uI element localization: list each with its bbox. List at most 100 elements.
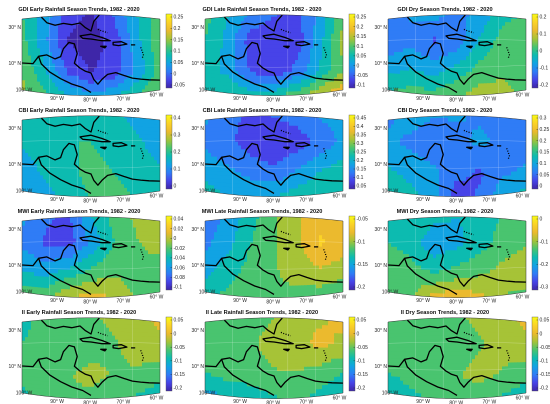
field-cell	[208, 115, 212, 118]
field-cell	[97, 40, 101, 45]
field-cell	[91, 72, 95, 77]
field-cell	[292, 95, 296, 96]
field-cell	[262, 24, 266, 30]
field-cell	[493, 14, 497, 19]
field-cell	[271, 64, 275, 69]
field-cell	[100, 60, 104, 65]
field-cell	[67, 83, 71, 88]
field-cell	[487, 71, 491, 77]
field-cell	[34, 44, 38, 49]
field-cell	[427, 59, 431, 65]
field-cell	[208, 127, 212, 133]
field-cell	[127, 86, 131, 92]
field-cell	[28, 163, 32, 169]
field-cell	[514, 26, 518, 31]
field-cell	[253, 83, 257, 89]
field-cell	[307, 122, 311, 127]
field-cell	[253, 137, 257, 143]
field-cell	[484, 83, 488, 88]
field-cell	[130, 63, 134, 69]
field-cell	[481, 28, 485, 34]
field-cell	[136, 55, 140, 61]
field-cell	[253, 52, 257, 57]
field-cell	[307, 36, 311, 42]
field-cell	[46, 25, 50, 31]
field-cell	[427, 90, 431, 96]
field-cell	[49, 59, 53, 65]
field-cell	[493, 71, 497, 76]
field-cell	[415, 63, 419, 68]
field-cell	[412, 18, 416, 23]
field-cell	[118, 24, 122, 30]
field-cell	[310, 86, 314, 92]
field-cell	[64, 192, 68, 197]
field-cell	[319, 33, 323, 38]
field-cell	[268, 91, 272, 96]
field-cell	[148, 70, 152, 75]
field-cell	[457, 52, 461, 57]
field-cell	[79, 161, 83, 166]
field-cell	[97, 71, 101, 77]
field-cell	[433, 83, 437, 88]
field-cell	[97, 20, 101, 26]
field-cell	[25, 62, 29, 67]
field-cell	[460, 48, 464, 53]
field-cell	[145, 81, 149, 86]
field-cell	[91, 56, 95, 61]
field-cell	[76, 188, 80, 194]
field-cell	[340, 51, 343, 57]
field-cell	[466, 75, 470, 81]
field-cell	[112, 184, 116, 190]
field-cell	[421, 63, 425, 69]
field-cell	[256, 79, 260, 85]
field-cell	[28, 160, 32, 165]
field-cell	[331, 81, 335, 86]
field-cell	[64, 184, 68, 189]
field-cell	[103, 153, 107, 158]
field-cell	[262, 60, 266, 65]
field-cell	[418, 36, 422, 42]
field-cell	[121, 14, 125, 18]
field-cell	[268, 14, 272, 18]
field-cell	[421, 59, 425, 65]
field-cell	[85, 64, 89, 69]
field-cell	[481, 67, 485, 73]
field-cell	[139, 48, 143, 53]
field-cell	[73, 91, 77, 96]
field-cell	[523, 30, 526, 35]
field-cell	[262, 32, 266, 38]
field-cell	[94, 149, 98, 154]
field-cell	[130, 17, 134, 23]
field-cell	[460, 52, 464, 57]
field-cell	[220, 26, 224, 31]
field-cell	[259, 16, 263, 22]
field-cell	[34, 175, 38, 180]
field-cell	[247, 129, 251, 135]
field-cell	[43, 160, 47, 165]
field-cell	[40, 168, 44, 173]
field-cell	[52, 160, 56, 166]
field-cell	[310, 36, 314, 42]
field-cell	[37, 134, 41, 139]
field-cell	[523, 84, 526, 89]
field-cell	[337, 88, 341, 93]
field-cell	[427, 71, 431, 77]
field-cell	[79, 60, 83, 65]
field-cell	[223, 26, 227, 31]
field-cell	[139, 89, 143, 94]
field-cell	[121, 176, 125, 181]
field-cell	[217, 55, 221, 60]
field-cell	[223, 93, 227, 96]
field-cell	[262, 129, 266, 135]
field-cell	[124, 133, 128, 139]
field-cell	[64, 137, 68, 143]
field-cell	[289, 95, 293, 96]
field-cell	[247, 40, 251, 46]
field-cell	[25, 120, 29, 125]
field-cell	[226, 37, 230, 42]
field-cell	[52, 90, 56, 95]
field-cell	[436, 24, 440, 30]
field-cell	[151, 131, 155, 136]
field-cell	[430, 17, 434, 22]
pacific-coastline	[403, 56, 458, 93]
